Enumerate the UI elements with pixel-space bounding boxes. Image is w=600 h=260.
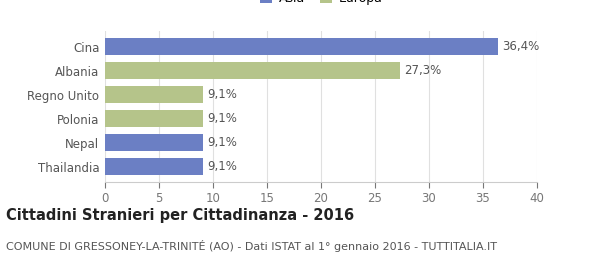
Bar [105,158,203,175]
Bar [105,38,498,55]
Text: 9,1%: 9,1% [208,88,238,101]
Text: Cittadini Stranieri per Cittadinanza - 2016: Cittadini Stranieri per Cittadinanza - 2… [6,208,354,223]
Bar [105,134,203,151]
Text: 9,1%: 9,1% [208,136,238,149]
Text: 9,1%: 9,1% [208,112,238,125]
Text: 9,1%: 9,1% [208,160,238,173]
Bar [105,86,203,103]
Text: 36,4%: 36,4% [502,40,539,53]
Bar [105,110,203,127]
Legend: Asia, Europa: Asia, Europa [257,0,385,7]
Text: 27,3%: 27,3% [404,64,442,77]
Bar [105,62,400,79]
Text: COMUNE DI GRESSONEY-LA-TRINITÉ (AO) - Dati ISTAT al 1° gennaio 2016 - TUTTITALIA: COMUNE DI GRESSONEY-LA-TRINITÉ (AO) - Da… [6,240,497,252]
